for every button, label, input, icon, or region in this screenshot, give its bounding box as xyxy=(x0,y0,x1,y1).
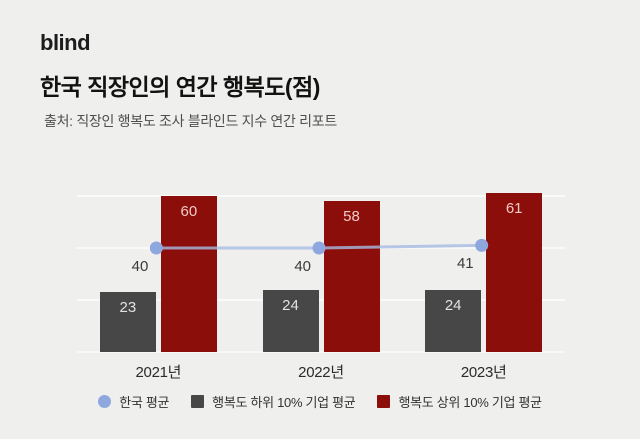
legend-item-korea-average: 한국 평균 xyxy=(98,392,169,411)
bar-value-label: 24 xyxy=(444,296,462,314)
chart-plot: 23 24 24 60 58 61 2021년 2022년 2023년 40 40 41 xyxy=(77,186,565,381)
page-title: 한국 직장인의 연간 행복도(점) xyxy=(40,74,320,100)
blind-logo: blind xyxy=(40,30,91,55)
legend-square-swatch xyxy=(377,395,391,408)
legend-label: 한국 평균 xyxy=(119,395,170,410)
line-value-label: 41 xyxy=(456,255,474,273)
korea-average-line xyxy=(149,238,489,255)
korea-average-dot xyxy=(475,238,489,252)
chart-legend: 한국 평균 행복도 하위 10% 기업 평균 행복도 상위 10% 기업 평균 xyxy=(0,392,640,411)
legend-item-top10: 행복도 상위 10% 기업 평균 xyxy=(377,392,542,411)
legend-item-bottom10: 행복도 하위 10% 기업 평균 xyxy=(191,392,356,411)
bar-top10-2022년 xyxy=(323,201,380,352)
bar-top10-2023년 xyxy=(486,193,543,352)
x-axis-baseline xyxy=(77,351,565,353)
line-value-label: 40 xyxy=(294,258,311,275)
legend-square-swatch xyxy=(191,395,205,408)
korea-average-dot xyxy=(149,241,163,255)
gridline-20 xyxy=(77,299,565,301)
source-caption: 출처: 직장인 행복도 조사 블라인드 지수 연간 리포트 xyxy=(44,113,337,129)
bar-bottom10-2023년 xyxy=(425,289,482,352)
bar-value-label: 24 xyxy=(282,296,299,314)
legend-circle-swatch xyxy=(98,395,112,408)
x-axis-label-2023년: 2023년 xyxy=(460,364,507,381)
bar-value-label: 60 xyxy=(180,203,198,220)
line-value-label: 40 xyxy=(131,258,149,275)
bar-value-label: 61 xyxy=(505,200,523,218)
bar-bottom10-2021년 xyxy=(99,292,156,352)
bar-value-label: 23 xyxy=(119,299,137,317)
x-axis-label-2021년: 2021년 xyxy=(135,364,182,381)
bar-bottom10-2022년 xyxy=(262,289,319,352)
x-axis-label-2022년: 2022년 xyxy=(298,364,344,381)
gridline-60 xyxy=(77,195,565,197)
legend-label: 행복도 하위 10% 기업 평균 xyxy=(212,395,356,410)
bar-value-label: 58 xyxy=(343,208,360,226)
legend-label: 행복도 상위 10% 기업 평균 xyxy=(398,395,542,410)
bar-top10-2021년 xyxy=(160,196,217,352)
korea-average-dot xyxy=(312,241,326,255)
